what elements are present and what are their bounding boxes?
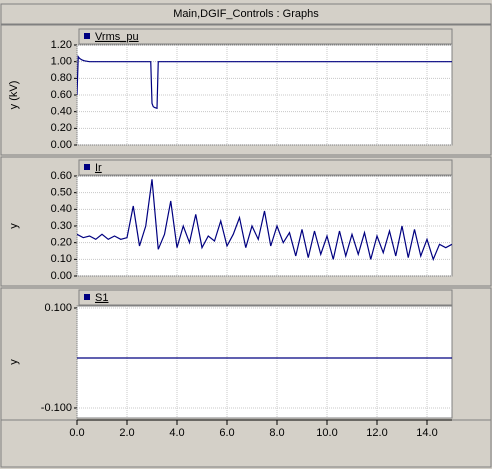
x-tick-label: 8.0 — [269, 427, 284, 439]
legend-swatch — [84, 294, 90, 300]
series-group — [77, 179, 452, 262]
x-tick-label: 2.0 — [119, 427, 134, 439]
title-bar — [0, 3, 492, 25]
y-tick-label: 1.00 — [51, 56, 72, 68]
y-tick-label: 1.20 — [51, 39, 72, 51]
y-tick-label: 0.60 — [51, 170, 72, 182]
legend-label: Vrms_pu — [95, 31, 139, 43]
legend-swatch — [84, 33, 90, 39]
x-tick-label: 10.0 — [316, 427, 337, 439]
y-tick-label: 0.40 — [51, 106, 72, 118]
legend-swatch — [84, 164, 90, 170]
x-tick-label: 6.0 — [219, 427, 234, 439]
plot-area — [76, 305, 453, 419]
y-tick-label: -0.100 — [41, 402, 72, 414]
y-tick-label: 0.50 — [51, 187, 72, 199]
y-tick-label: 0.00 — [51, 139, 72, 151]
data-line — [77, 179, 452, 262]
legend-tab — [78, 28, 453, 45]
y-tick-label: 0.00 — [51, 270, 72, 282]
legend-label: Ir — [95, 162, 102, 174]
x-tick-label: 14.0 — [416, 427, 437, 439]
y-axis-label: y — [8, 359, 20, 365]
y-tick-label: 0.20 — [51, 122, 72, 134]
x-tick-label: 12.0 — [366, 427, 387, 439]
legend-tab — [78, 289, 453, 306]
data-line — [77, 54, 452, 110]
x-tick-label: 4.0 — [169, 427, 184, 439]
y-axis-label: y — [8, 223, 20, 229]
legend-label: S1 — [95, 292, 108, 304]
y-axis-label: y (kV) — [8, 81, 20, 110]
y-tick-label: 0.60 — [51, 89, 72, 101]
y-tick-label: 0.30 — [51, 220, 72, 232]
y-tick-label: 0.100 — [44, 302, 72, 314]
x-tick-label: 0.0 — [69, 427, 84, 439]
y-tick-label: 0.20 — [51, 237, 72, 249]
window-title: Main,DGIF_Controls : Graphs — [173, 8, 319, 20]
x-axis-panel — [0, 419, 492, 468]
y-tick-label: 0.40 — [51, 203, 72, 215]
legend-tab — [78, 159, 453, 176]
y-tick-label: 0.10 — [51, 253, 72, 265]
series-group — [77, 54, 452, 110]
y-tick-label: 0.80 — [51, 72, 72, 84]
